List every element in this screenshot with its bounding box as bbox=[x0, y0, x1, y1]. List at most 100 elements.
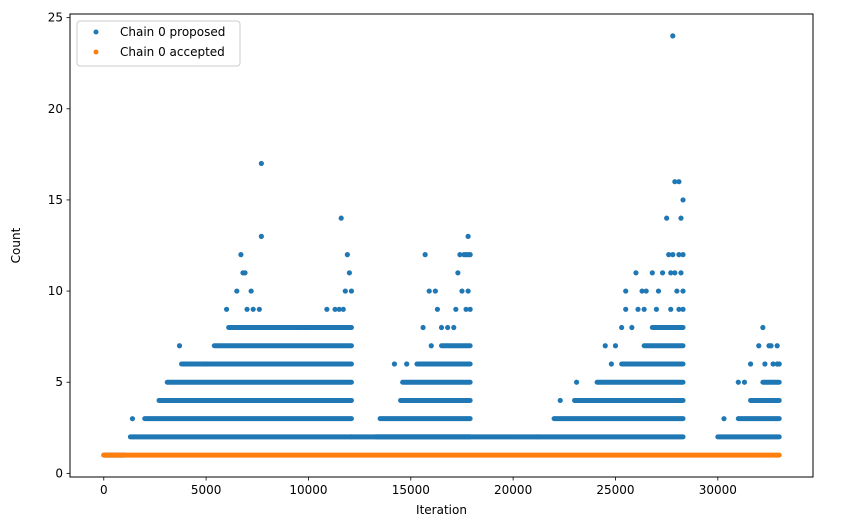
proposed-point bbox=[633, 270, 639, 276]
proposed-point bbox=[649, 270, 655, 276]
proposed-point bbox=[342, 288, 348, 294]
proposed-point bbox=[678, 215, 684, 221]
proposed-point bbox=[303, 324, 310, 331]
proposed-point bbox=[332, 306, 338, 312]
y-tick-label: 25 bbox=[48, 11, 63, 25]
proposed-point bbox=[670, 33, 676, 39]
proposed-point bbox=[608, 361, 614, 367]
proposed-point bbox=[747, 361, 754, 367]
proposed-point bbox=[623, 288, 629, 294]
proposed-point bbox=[557, 397, 563, 404]
x-tick-label: 30000 bbox=[699, 483, 737, 497]
proposed-point bbox=[774, 343, 780, 349]
proposed-point bbox=[338, 215, 344, 221]
proposed-point bbox=[641, 306, 647, 312]
proposed-point bbox=[203, 361, 209, 367]
x-axis: 0 5000 10000 15000 20000 25000 30000 bbox=[100, 477, 737, 497]
x-tick-label: 25000 bbox=[596, 483, 634, 497]
proposed-point bbox=[463, 306, 469, 312]
proposed-point bbox=[258, 160, 264, 167]
proposed-point bbox=[664, 215, 670, 221]
proposed-point bbox=[602, 343, 608, 349]
legend-label-proposed: Chain 0 proposed bbox=[120, 25, 225, 39]
proposed-point bbox=[676, 179, 682, 185]
proposed-point bbox=[258, 233, 264, 239]
proposed-point bbox=[623, 306, 629, 312]
proposed-point bbox=[129, 416, 136, 422]
proposed-point bbox=[776, 361, 782, 367]
y-tick-label: 0 bbox=[55, 466, 63, 480]
legend-marker-proposed bbox=[93, 29, 99, 35]
proposed-point bbox=[465, 288, 471, 294]
plot-area bbox=[70, 14, 813, 477]
proposed-point bbox=[242, 270, 248, 276]
proposed-point bbox=[324, 306, 330, 312]
proposed-point bbox=[467, 252, 473, 258]
proposed-point bbox=[428, 343, 434, 349]
y-tick-label: 20 bbox=[48, 102, 63, 116]
proposed-point bbox=[668, 270, 674, 276]
proposed-point bbox=[391, 361, 398, 367]
proposed-point bbox=[678, 270, 684, 276]
proposed-point bbox=[438, 324, 445, 331]
legend-box bbox=[76, 20, 241, 67]
proposed-point bbox=[238, 252, 244, 258]
y-tick-label: 10 bbox=[48, 284, 63, 298]
proposed-point bbox=[741, 379, 748, 385]
proposed-point bbox=[465, 233, 471, 239]
proposed-point bbox=[340, 306, 346, 312]
proposed-point bbox=[672, 270, 678, 276]
proposed-point bbox=[653, 306, 660, 312]
proposed-point bbox=[770, 361, 776, 367]
proposed-point bbox=[573, 379, 580, 385]
proposed-point bbox=[248, 288, 254, 294]
proposed-point bbox=[457, 252, 463, 258]
proposed-point bbox=[467, 306, 473, 312]
plot-border bbox=[69, 13, 814, 478]
proposed-point bbox=[455, 270, 461, 276]
proposed-point bbox=[422, 252, 428, 258]
proposed-point bbox=[680, 252, 686, 258]
x-tick-label: 5000 bbox=[191, 483, 222, 497]
proposed-point bbox=[674, 288, 680, 294]
proposed-point bbox=[670, 252, 676, 258]
proposed-point bbox=[344, 252, 350, 258]
proposed-point bbox=[295, 324, 301, 331]
proposed-point bbox=[426, 288, 432, 294]
proposed-point bbox=[420, 324, 426, 331]
proposed-point bbox=[762, 361, 768, 367]
proposed-point bbox=[612, 343, 619, 349]
y-axis-title: Count bbox=[9, 227, 23, 263]
proposed-point bbox=[639, 288, 645, 294]
proposed-point bbox=[659, 270, 666, 276]
proposed-point bbox=[348, 288, 355, 294]
x-tick-label: 0 bbox=[100, 483, 108, 497]
proposed-point bbox=[735, 379, 741, 385]
proposed-point bbox=[676, 252, 682, 258]
y-tick-label: 15 bbox=[48, 193, 63, 207]
proposed-point bbox=[346, 270, 352, 276]
proposed-point bbox=[680, 306, 686, 312]
proposed-point bbox=[643, 288, 649, 294]
series-proposed bbox=[101, 33, 782, 458]
proposed-point bbox=[655, 288, 662, 294]
plot-background bbox=[70, 14, 813, 477]
proposed-point bbox=[244, 306, 250, 312]
proposed-point bbox=[451, 324, 457, 331]
proposed-point bbox=[629, 324, 635, 331]
proposed-point bbox=[756, 343, 762, 349]
proposed-point bbox=[676, 306, 682, 312]
proposed-point bbox=[768, 343, 774, 349]
proposed-point bbox=[453, 306, 459, 312]
proposed-point bbox=[680, 197, 686, 203]
legend-label-accepted: Chain 0 accepted bbox=[120, 45, 225, 59]
proposed-point bbox=[223, 306, 230, 312]
y-tick-label: 5 bbox=[55, 375, 63, 389]
legend-marker-accepted bbox=[93, 49, 99, 55]
proposed-point bbox=[459, 288, 465, 294]
proposed-point bbox=[635, 306, 641, 312]
x-axis-title: Iteration bbox=[416, 503, 467, 517]
proposed-point bbox=[721, 416, 727, 422]
proposed-point bbox=[404, 361, 410, 367]
